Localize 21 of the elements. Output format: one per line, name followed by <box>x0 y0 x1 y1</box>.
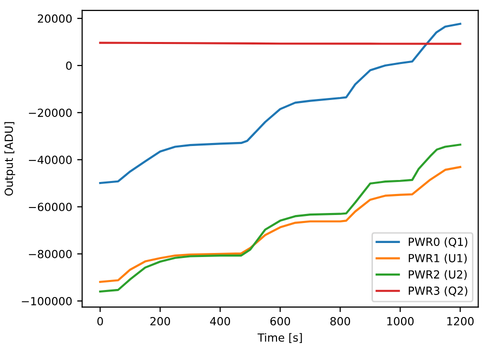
y-tick-label: 20000 <box>38 14 72 23</box>
y-tick-label: −100000 <box>22 296 72 306</box>
legend-label: PWR3 (Q2) <box>408 286 468 296</box>
x-tick-label: 1200 <box>447 317 474 326</box>
y-tick-label: −80000 <box>28 250 72 258</box>
x-tick-label: 1000 <box>387 317 414 326</box>
x-tick-label: 400 <box>210 317 230 326</box>
legend-label: PWR2 (U2) <box>408 270 467 280</box>
x-tick-label: 600 <box>270 317 290 326</box>
x-tick-label: 800 <box>330 317 350 326</box>
legend-label: PWR1 (U1) <box>408 254 467 264</box>
x-tick-label: 200 <box>150 317 170 326</box>
x-tick-label: 0 <box>97 317 103 326</box>
line-series <box>99 22 462 184</box>
legend-label: PWR0 (Q1) <box>408 237 468 248</box>
y-tick-label: 0 <box>66 61 72 70</box>
y-axis-title: Output [ADU] <box>4 122 16 196</box>
y-tick-label: −40000 <box>28 156 72 164</box>
x-axis-title: Time [s] <box>258 333 302 344</box>
y-tick-label: −20000 <box>28 108 72 117</box>
y-tick-label: −60000 <box>28 202 72 212</box>
